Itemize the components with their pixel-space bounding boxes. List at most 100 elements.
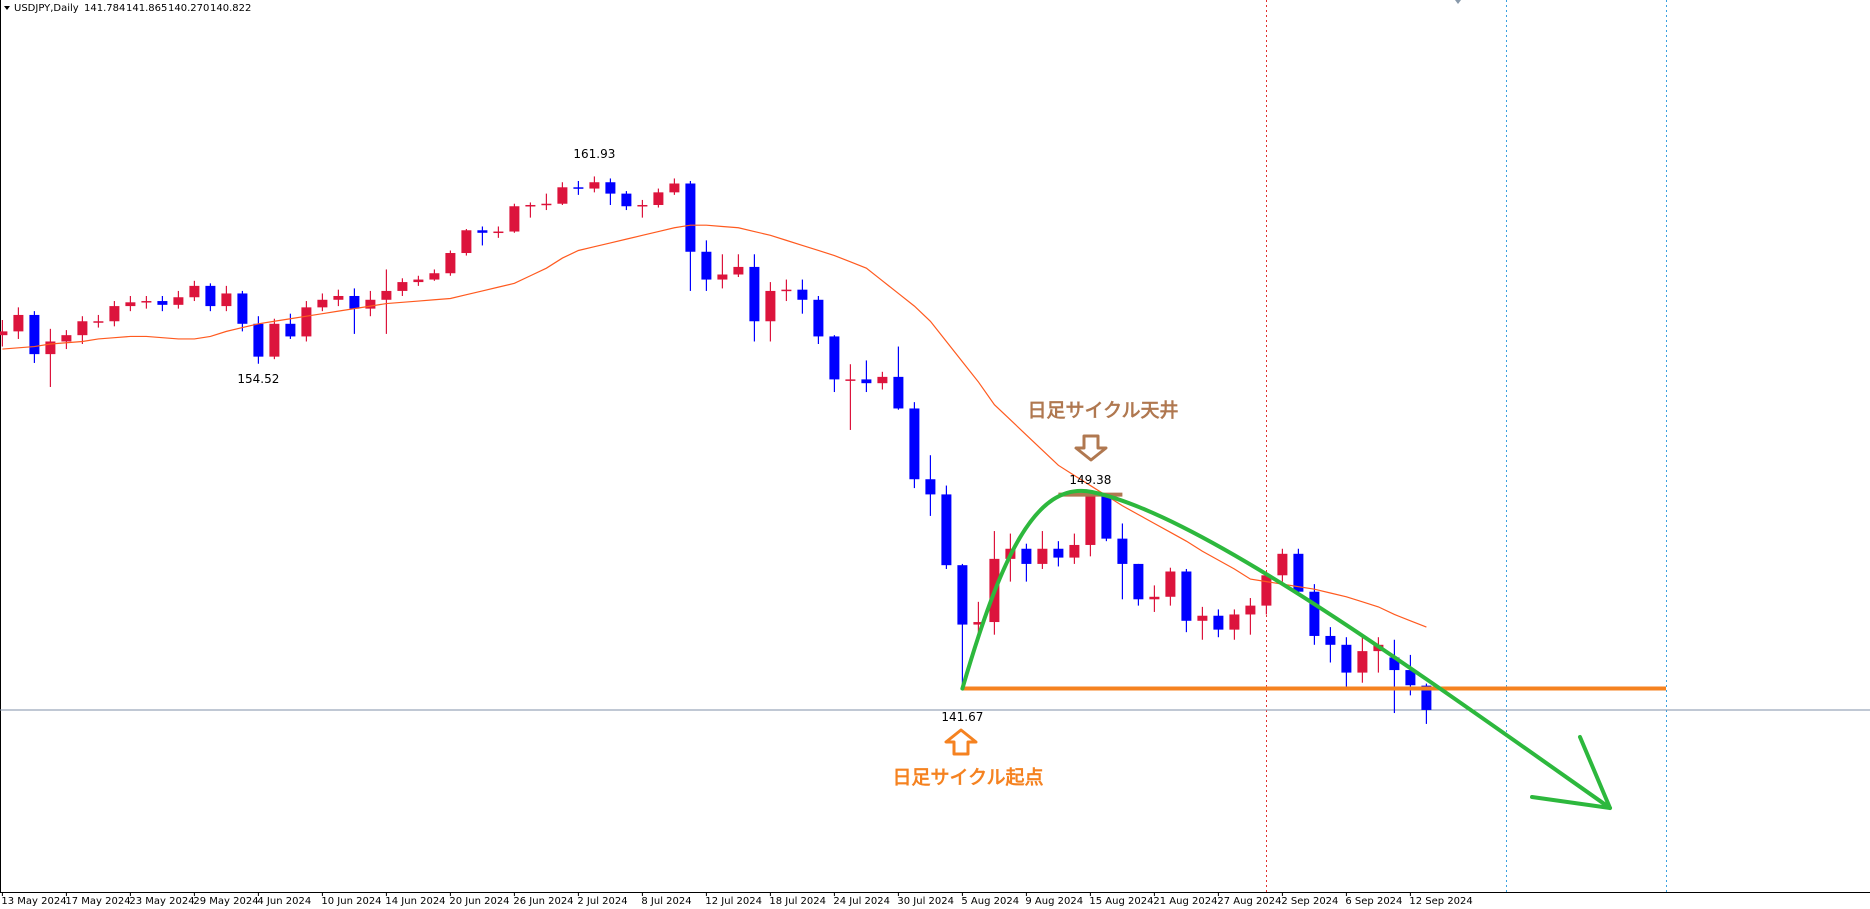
candle-body	[1037, 548, 1048, 564]
candle-body	[781, 289, 792, 292]
x-tick-label: 12 Sep 2024	[1409, 896, 1472, 907]
candle-body	[221, 293, 232, 307]
candle-body	[125, 302, 136, 307]
candle-body	[653, 192, 664, 205]
candle-body	[173, 297, 184, 305]
candle-body	[1197, 615, 1208, 621]
candle-body	[957, 565, 968, 625]
candle-body	[541, 203, 552, 206]
x-tick-label: 9 Aug 2024	[1025, 896, 1083, 907]
candle-body	[1277, 553, 1288, 576]
candle-body	[1021, 548, 1032, 564]
x-tick-label: 20 Jun 2024	[449, 896, 509, 907]
candle-body	[1149, 596, 1160, 600]
x-tick-label: 18 Jul 2024	[769, 896, 826, 907]
candle-body	[845, 379, 856, 381]
candle-body	[1053, 548, 1064, 558]
candle-body	[333, 295, 344, 300]
candle-body	[1293, 553, 1304, 592]
x-tick-label: 30 Jul 2024	[897, 896, 954, 907]
candle-body	[701, 251, 712, 280]
candle-body	[797, 289, 808, 300]
candle-body	[253, 323, 264, 357]
candle-body	[317, 299, 328, 308]
candle-body	[301, 307, 312, 337]
candle-body	[1421, 685, 1432, 710]
x-tick-label: 5 Aug 2024	[961, 896, 1019, 907]
x-tick-label: 10 Jun 2024	[321, 896, 381, 907]
header-low: 140.270	[168, 3, 209, 14]
marker-icon	[1455, 0, 1461, 4]
candle-body	[205, 285, 216, 307]
x-tick-label: 29 May 2024	[193, 896, 258, 907]
candle-body	[1069, 544, 1080, 558]
candle-body	[445, 253, 456, 274]
candle-body	[621, 193, 632, 207]
candle-body	[1213, 615, 1224, 630]
candle-body	[829, 336, 840, 380]
candle-body	[749, 266, 760, 322]
x-tick-label: 26 Jun 2024	[513, 896, 573, 907]
header-close: 140.822	[210, 3, 251, 14]
candle-body	[141, 301, 152, 303]
candle-body	[973, 622, 984, 625]
candle-body	[637, 204, 648, 207]
high-label: 149.38	[1069, 473, 1111, 487]
header-triangle	[4, 6, 10, 10]
candle-body	[925, 479, 936, 495]
candle-body	[909, 408, 920, 480]
x-tick-label: 23 May 2024	[129, 896, 194, 907]
candle-body	[285, 323, 296, 337]
x-tick-label: 8 Jul 2024	[641, 896, 691, 907]
candle-body	[269, 323, 280, 357]
candle-body	[1085, 495, 1096, 545]
header-open: 141.784	[84, 3, 125, 14]
candle-body	[237, 293, 248, 324]
candle-body	[1181, 571, 1192, 621]
cycle-arrowhead	[1530, 735, 1612, 810]
low-label: 154.52	[237, 372, 279, 386]
candle-body	[589, 182, 600, 189]
candle-body	[941, 494, 952, 566]
candle-body	[765, 290, 776, 322]
x-tick-label: 2 Jul 2024	[577, 896, 627, 907]
candle-body	[1165, 571, 1176, 597]
candle-body	[733, 266, 744, 275]
candle-body	[509, 206, 520, 232]
candle-body	[1357, 651, 1368, 673]
x-tick-label: 4 Jun 2024	[257, 896, 311, 907]
chart-title: USDJPY,Daily	[14, 3, 79, 14]
candle-body	[1405, 670, 1416, 686]
candle-body	[1389, 657, 1400, 671]
candle-body	[0, 331, 8, 336]
candle-body	[1261, 575, 1272, 606]
candle-body	[1325, 635, 1336, 645]
x-tick-label: 14 Jun 2024	[385, 896, 445, 907]
candle-body	[861, 379, 872, 384]
candle-body	[157, 301, 168, 305]
candle-body	[557, 187, 568, 204]
candle-body	[429, 273, 440, 280]
candle-body	[61, 335, 72, 342]
candle-body	[189, 285, 200, 298]
candle-body	[493, 231, 504, 234]
candle-body	[1245, 605, 1256, 615]
candle-body	[109, 306, 120, 322]
candle-body	[13, 314, 24, 332]
candle-body	[1309, 591, 1320, 636]
x-tick-label: 13 May 2024	[1, 896, 66, 907]
start-annotation: 日足サイクル起点	[892, 767, 1043, 789]
candle-body	[1133, 563, 1144, 600]
candle-body	[77, 321, 88, 336]
candle-body	[573, 187, 584, 189]
candle-body	[461, 230, 472, 254]
start-arrow	[944, 728, 978, 756]
candle-body	[717, 274, 728, 280]
top-annotation: 日足サイクル天井	[1027, 400, 1178, 422]
candle-body	[525, 204, 536, 207]
high-label: 161.93	[573, 147, 615, 161]
x-tick-label: 15 Aug 2024	[1089, 896, 1153, 907]
